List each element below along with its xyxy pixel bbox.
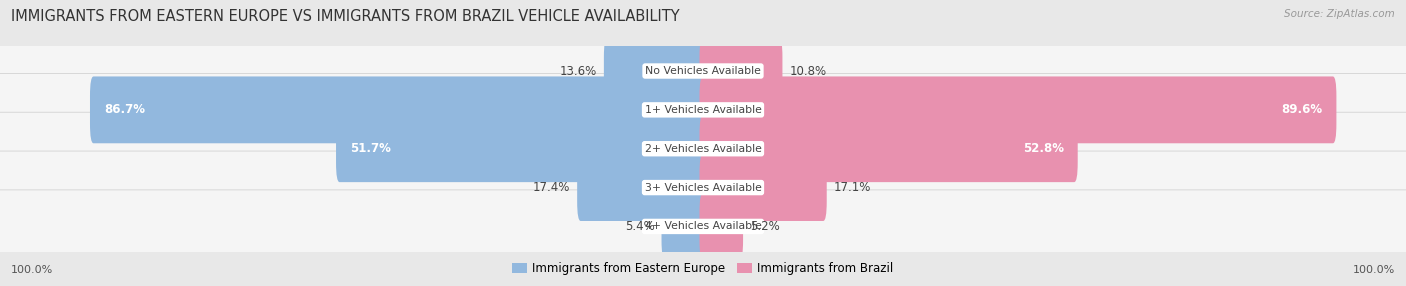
Text: 2+ Vehicles Available: 2+ Vehicles Available <box>644 144 762 154</box>
FancyBboxPatch shape <box>0 35 1406 108</box>
FancyBboxPatch shape <box>90 76 707 143</box>
Text: 3+ Vehicles Available: 3+ Vehicles Available <box>644 182 762 192</box>
Text: 1+ Vehicles Available: 1+ Vehicles Available <box>644 105 762 115</box>
Text: 4+ Vehicles Available: 4+ Vehicles Available <box>644 221 762 231</box>
Text: 5.2%: 5.2% <box>751 220 780 233</box>
FancyBboxPatch shape <box>0 73 1406 146</box>
FancyBboxPatch shape <box>700 115 1078 182</box>
FancyBboxPatch shape <box>336 115 707 182</box>
FancyBboxPatch shape <box>605 37 707 104</box>
FancyBboxPatch shape <box>700 193 744 260</box>
FancyBboxPatch shape <box>700 76 1336 143</box>
Text: 51.7%: 51.7% <box>350 142 391 155</box>
Text: 86.7%: 86.7% <box>104 103 145 116</box>
FancyBboxPatch shape <box>700 154 827 221</box>
Text: IMMIGRANTS FROM EASTERN EUROPE VS IMMIGRANTS FROM BRAZIL VEHICLE AVAILABILITY: IMMIGRANTS FROM EASTERN EUROPE VS IMMIGR… <box>11 9 681 23</box>
FancyBboxPatch shape <box>700 37 782 104</box>
FancyBboxPatch shape <box>0 151 1406 224</box>
FancyBboxPatch shape <box>0 190 1406 263</box>
Text: 17.1%: 17.1% <box>834 181 872 194</box>
Text: Source: ZipAtlas.com: Source: ZipAtlas.com <box>1284 9 1395 19</box>
Text: 89.6%: 89.6% <box>1281 103 1322 116</box>
Text: 17.4%: 17.4% <box>533 181 571 194</box>
Text: 100.0%: 100.0% <box>1353 265 1395 275</box>
Text: No Vehicles Available: No Vehicles Available <box>645 66 761 76</box>
Legend: Immigrants from Eastern Europe, Immigrants from Brazil: Immigrants from Eastern Europe, Immigran… <box>508 258 898 280</box>
Text: 52.8%: 52.8% <box>1022 142 1064 155</box>
Text: 10.8%: 10.8% <box>790 65 827 78</box>
FancyBboxPatch shape <box>578 154 707 221</box>
Text: 5.4%: 5.4% <box>624 220 654 233</box>
Text: 13.6%: 13.6% <box>560 65 596 78</box>
Text: 100.0%: 100.0% <box>11 265 53 275</box>
FancyBboxPatch shape <box>0 112 1406 185</box>
FancyBboxPatch shape <box>662 193 707 260</box>
